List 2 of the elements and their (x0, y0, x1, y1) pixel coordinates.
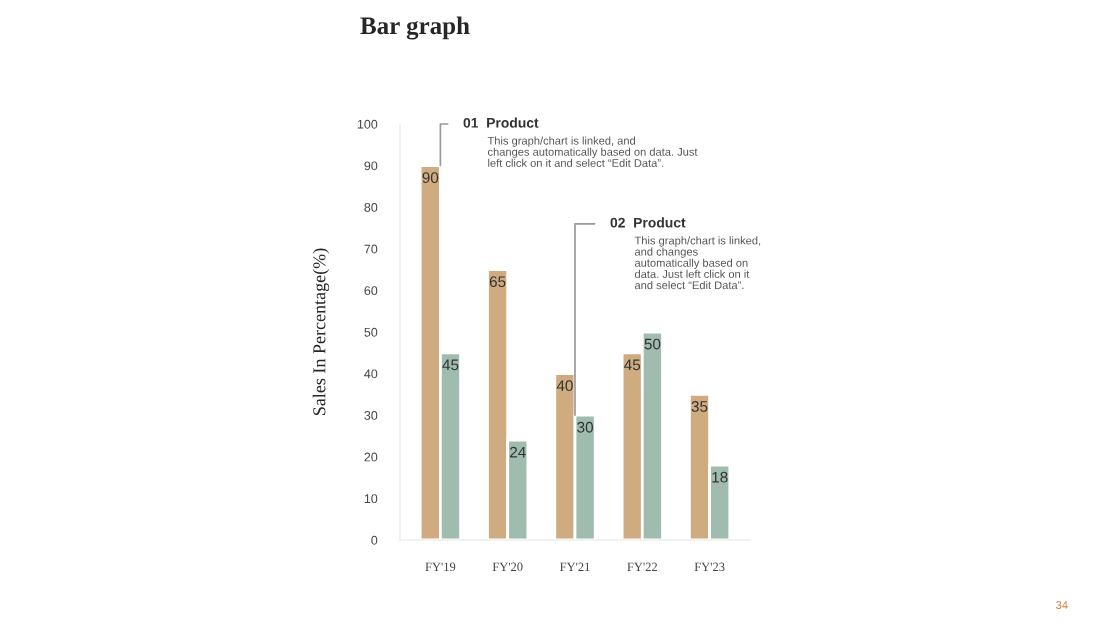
y-axis-title: Sales In Percentage(%) (312, 248, 330, 416)
chart-title: Bar graph (360, 16, 470, 40)
